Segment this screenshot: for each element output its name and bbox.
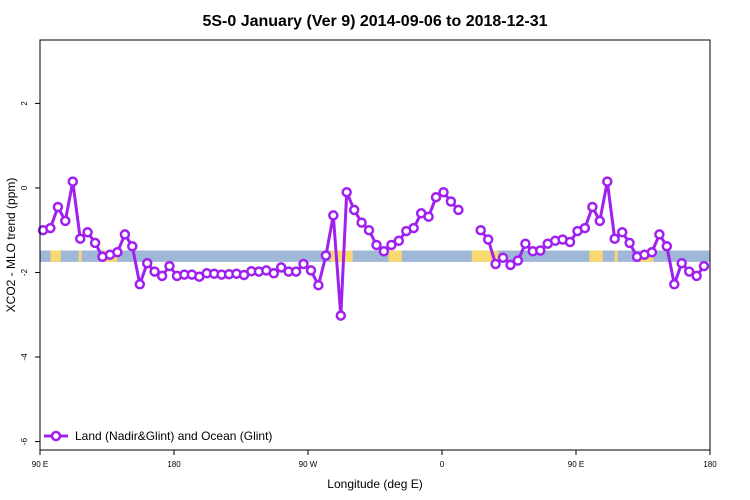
data-point [505, 259, 516, 271]
data-point [676, 257, 687, 269]
data-point [691, 270, 702, 282]
data-point [290, 266, 302, 277]
data-point [512, 255, 524, 266]
land-segment [78, 250, 82, 262]
y-axis-label: XCO2 - MLO trend (ppm) [4, 178, 18, 313]
ocean-band [40, 250, 710, 262]
data-point [127, 241, 138, 252]
y-axis: 2 0 -2 -4 -6 [20, 101, 40, 445]
data-point [348, 204, 360, 216]
land-segment [589, 250, 603, 262]
data-point [74, 233, 86, 244]
land-segment [330, 250, 353, 262]
legend-label: Land (Nadir&Glint) and Ocean (Glint) [75, 429, 272, 443]
data-point [305, 265, 317, 276]
data-point [378, 246, 390, 257]
data-point [313, 279, 324, 291]
data-point [328, 210, 339, 221]
data-point [594, 215, 606, 227]
data-point [60, 215, 71, 227]
data-point [45, 222, 56, 234]
data-point [453, 204, 464, 216]
data-point [698, 260, 710, 272]
data-point [341, 186, 352, 198]
data-point [445, 196, 457, 207]
data-point [149, 266, 160, 277]
land-segment [388, 250, 402, 262]
data-point [520, 238, 531, 249]
x-tick-label: 180 [703, 460, 717, 469]
data-point [579, 222, 591, 234]
data-point [335, 310, 347, 321]
data-point [564, 236, 576, 248]
y-tick-label: 2 [20, 101, 29, 106]
data-point [475, 224, 486, 236]
x-tick-label: 90 E [568, 460, 584, 469]
data-point [661, 241, 673, 252]
data-point [112, 246, 123, 258]
data-point [356, 217, 367, 228]
y-tick-label: -4 [20, 353, 29, 361]
data-point [268, 268, 280, 279]
data-point [371, 239, 382, 251]
data-point [119, 229, 131, 240]
data-point [52, 201, 64, 213]
y-tick-label: -6 [20, 437, 29, 445]
data-point [669, 279, 680, 290]
x-tick-label: 0 [440, 460, 445, 469]
legend-marker [50, 430, 62, 442]
data-point [141, 257, 153, 269]
y-tick-label: 0 [20, 185, 29, 190]
land-ocean-band [40, 250, 710, 262]
x-axis-label: Longitude (deg E) [327, 477, 422, 491]
land-segment [614, 250, 618, 262]
data-point [423, 211, 434, 222]
data-point [482, 234, 494, 245]
legend: Land (Nadir&Glint) and Ocean (Glint) [44, 429, 272, 443]
data-point [430, 191, 442, 203]
series-line [42, 180, 460, 318]
data-point [654, 229, 665, 240]
series-layer [37, 176, 710, 321]
data-point [156, 270, 168, 282]
data-point [134, 279, 146, 290]
data-point [497, 252, 509, 263]
data-point [393, 235, 405, 247]
data-point [275, 262, 287, 273]
x-tick-label: 90 W [299, 460, 318, 469]
data-point [67, 176, 79, 187]
land-segment [50, 250, 61, 262]
x-tick-label: 90 E [32, 460, 48, 469]
data-point [616, 227, 628, 238]
data-point [89, 237, 101, 249]
land-segment [471, 250, 499, 262]
x-axis: 90 E 180 90 W 0 90 E 180 [32, 450, 717, 469]
data-point [386, 239, 397, 251]
data-point [535, 245, 546, 256]
data-point [408, 222, 419, 234]
data-point [587, 201, 598, 213]
series-line [479, 180, 706, 286]
data-point [624, 237, 635, 249]
y-tick-label: -2 [20, 268, 29, 276]
data-point [490, 258, 501, 270]
data-point [683, 266, 695, 277]
chart-title: 5S-0 January (Ver 9) 2014-09-06 to 2018-… [202, 13, 547, 30]
data-point [320, 250, 332, 261]
plot-frame [39, 39, 711, 451]
data-point [363, 224, 375, 236]
data-point [646, 246, 658, 258]
x-tick-label: 180 [167, 460, 181, 469]
data-point [602, 176, 613, 187]
data-point [298, 258, 309, 270]
data-point [609, 233, 620, 244]
data-point [82, 227, 93, 238]
data-point [438, 186, 449, 198]
data-point [164, 260, 175, 272]
